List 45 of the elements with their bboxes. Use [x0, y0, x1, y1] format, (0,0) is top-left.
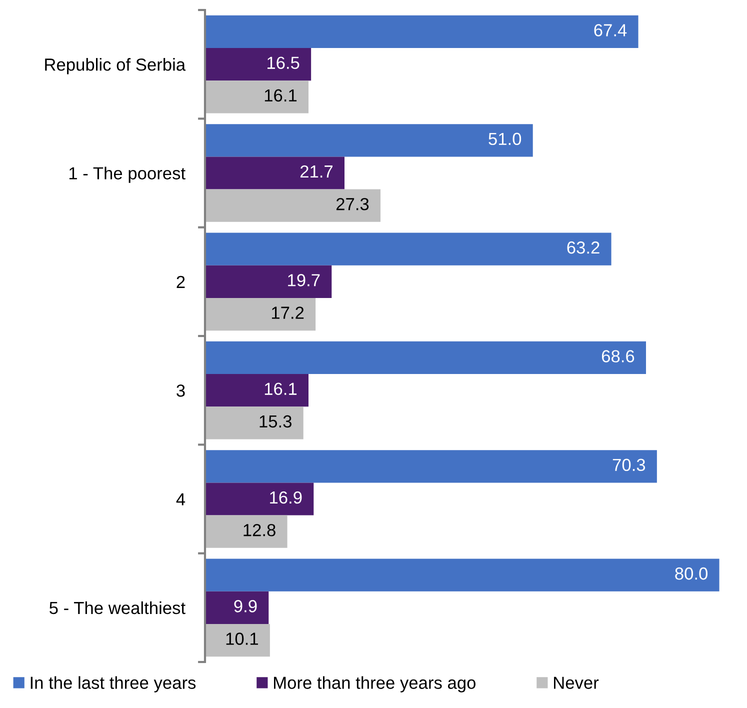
legend-label: In the last three years [30, 676, 196, 692]
data-label: 10.1 [226, 632, 258, 645]
bar [205, 124, 533, 157]
data-label: 80.0 [675, 567, 708, 580]
bar [205, 341, 646, 374]
y-tick-label: Republic of Serbia [45, 58, 186, 74]
y-tick-label: 4 [176, 493, 186, 506]
bar [205, 591, 269, 624]
bar [205, 156, 344, 190]
y-tick-label: 2 [176, 276, 185, 288]
data-label: 51.0 [488, 132, 522, 146]
data-label: 27.3 [336, 198, 369, 210]
data-label: 16.1 [264, 89, 297, 102]
data-label: 12.8 [244, 524, 276, 536]
data-label: 16.9 [270, 491, 302, 504]
data-label: 70.3 [612, 458, 646, 472]
data-label: 9.9 [234, 600, 257, 612]
bar [205, 189, 380, 222]
legend-label: Never [554, 676, 599, 689]
y-tick-label: 1 - The poorest [69, 166, 186, 183]
bar [205, 80, 308, 114]
bar [205, 298, 316, 331]
bar [205, 15, 638, 48]
y-tick-label: 5 - The wealthiest [50, 601, 186, 614]
data-label: 67.4 [594, 24, 627, 36]
data-label: 68.6 [602, 350, 634, 362]
y-tick-label: 3 [176, 384, 185, 397]
data-label: 17.2 [272, 306, 304, 319]
bar [205, 624, 270, 657]
data-label: 15.3 [260, 415, 292, 428]
bar [205, 558, 720, 592]
data-label: 16.1 [264, 382, 297, 395]
data-label: 16.5 [268, 56, 300, 69]
data-label: 21.7 [300, 165, 333, 178]
data-label: 19.7 [288, 274, 320, 286]
bar [205, 515, 288, 548]
legend-label: More than three years ago [274, 676, 476, 692]
bar [205, 265, 332, 298]
bar [205, 232, 612, 266]
bar [205, 374, 308, 407]
data-label: 63.2 [567, 241, 600, 254]
bar [205, 482, 314, 516]
bar [205, 406, 304, 440]
bar [205, 48, 312, 81]
bar [205, 450, 657, 483]
